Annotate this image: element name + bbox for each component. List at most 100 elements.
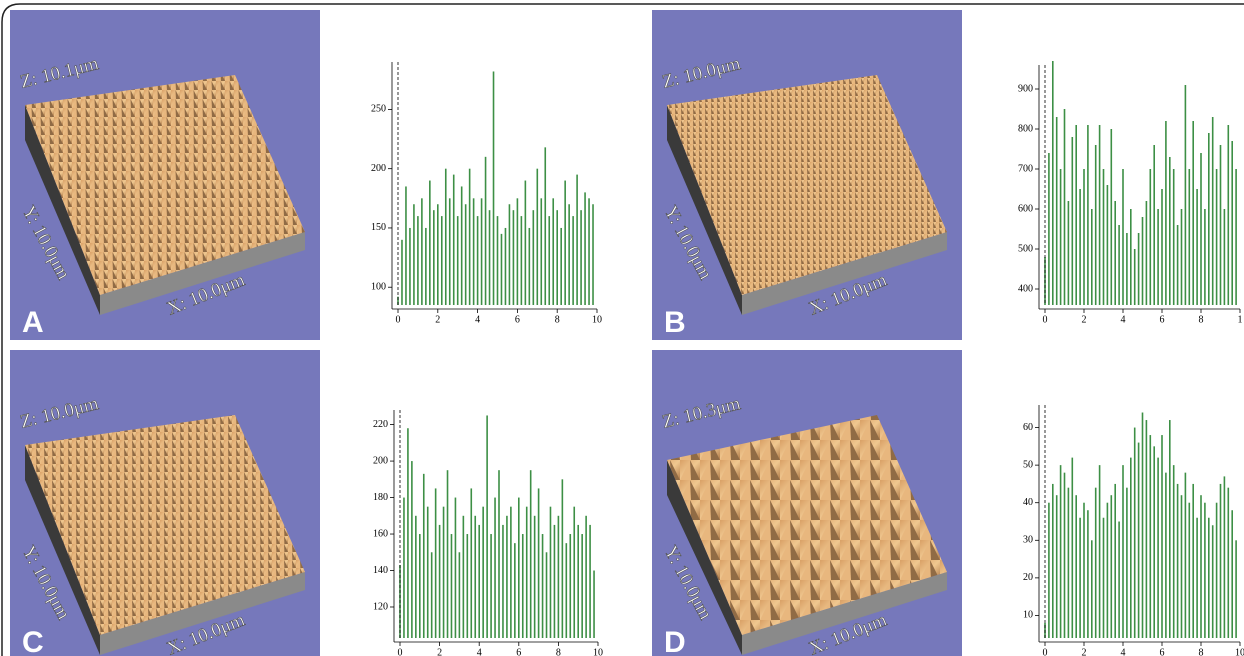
bar — [452, 174, 455, 305]
panel-letter: A — [22, 306, 44, 339]
afm-side-left — [667, 460, 742, 655]
bar — [1149, 169, 1152, 305]
bar — [417, 216, 419, 305]
bar — [1094, 487, 1097, 638]
bar — [405, 186, 407, 305]
bar — [1133, 427, 1136, 638]
bar — [1196, 517, 1198, 638]
bar — [1180, 495, 1183, 638]
bar — [1063, 472, 1066, 638]
bar — [576, 174, 578, 305]
bar — [573, 506, 576, 638]
bar — [440, 216, 443, 305]
panel-letter: D — [664, 626, 686, 656]
afm-side-front — [100, 572, 305, 655]
bar — [1118, 225, 1120, 305]
bar — [1052, 61, 1054, 305]
x-tick-label: 2 — [437, 647, 442, 656]
panel-letter: C — [22, 626, 44, 656]
bar — [1114, 201, 1116, 305]
x-tick-label: 4 — [475, 314, 480, 325]
bar — [498, 470, 500, 638]
bar — [1157, 209, 1159, 305]
y-tick-label: 220 — [373, 419, 388, 430]
bar — [518, 497, 520, 638]
bar — [1169, 420, 1171, 638]
bar — [1087, 125, 1089, 305]
bar — [419, 534, 421, 638]
bar — [500, 233, 503, 305]
bar — [1048, 153, 1050, 305]
y-tick-label: 800 — [1018, 123, 1033, 134]
bar — [1165, 472, 1167, 638]
afm-surface — [25, 415, 305, 635]
bar — [584, 192, 586, 305]
bar — [1184, 85, 1187, 305]
bar — [1215, 502, 1218, 638]
y-tick-label: 600 — [1018, 203, 1033, 214]
x-tick-label: 8 — [556, 647, 561, 656]
bar — [524, 180, 527, 305]
afm-side-front — [742, 232, 947, 315]
bar — [1075, 495, 1077, 638]
bar — [568, 204, 570, 305]
bar — [512, 210, 515, 305]
bar — [496, 216, 499, 305]
afm-side-left — [667, 105, 742, 315]
bar — [1091, 209, 1093, 305]
bar — [1196, 189, 1198, 305]
y-tick-label: 250 — [371, 104, 386, 115]
y-tick-label: 60 — [1023, 422, 1033, 433]
bar — [1106, 185, 1109, 305]
bar — [1235, 540, 1237, 638]
bar — [1059, 169, 1062, 305]
bar — [492, 71, 495, 305]
bar — [580, 210, 582, 305]
x-tick-label: 4 — [1121, 647, 1126, 656]
bar — [1219, 483, 1222, 638]
bar — [592, 204, 594, 305]
figure-frame — [1, 3, 1244, 656]
bar — [488, 210, 491, 305]
bar — [407, 428, 409, 638]
bar — [1153, 446, 1155, 638]
bar — [1161, 435, 1163, 638]
bar — [1200, 495, 1202, 638]
bar — [529, 470, 532, 638]
bar — [1118, 521, 1120, 638]
bar — [1169, 157, 1171, 305]
bar — [450, 534, 453, 638]
bar — [1098, 465, 1101, 638]
bar — [572, 216, 574, 305]
bar — [1130, 457, 1132, 638]
bar — [472, 198, 475, 305]
x-tick-label: 8 — [1199, 314, 1204, 325]
y-tick-label: 100 — [371, 282, 386, 293]
bar — [1145, 201, 1148, 305]
x-tick-label: 6 — [515, 314, 520, 325]
bar — [1215, 169, 1218, 305]
bar — [1071, 457, 1074, 638]
bar — [569, 534, 572, 638]
y-tick-label: 900 — [1018, 83, 1033, 94]
bar — [437, 204, 439, 305]
bar — [1141, 412, 1144, 638]
bar — [403, 497, 405, 638]
bar — [1133, 249, 1136, 305]
bar — [525, 506, 528, 638]
bar — [532, 210, 535, 305]
bar — [516, 198, 519, 305]
bar — [589, 524, 591, 638]
bar — [1180, 209, 1183, 305]
bar — [1079, 517, 1081, 638]
bar — [504, 227, 507, 305]
bar — [1071, 137, 1074, 305]
y-tick-label: 40 — [1023, 497, 1033, 508]
bar — [1204, 209, 1206, 305]
bar — [1055, 495, 1058, 638]
bar — [1137, 233, 1140, 305]
y-tick-label: 10 — [1023, 610, 1033, 621]
bar — [1067, 487, 1070, 638]
bar — [549, 506, 552, 638]
